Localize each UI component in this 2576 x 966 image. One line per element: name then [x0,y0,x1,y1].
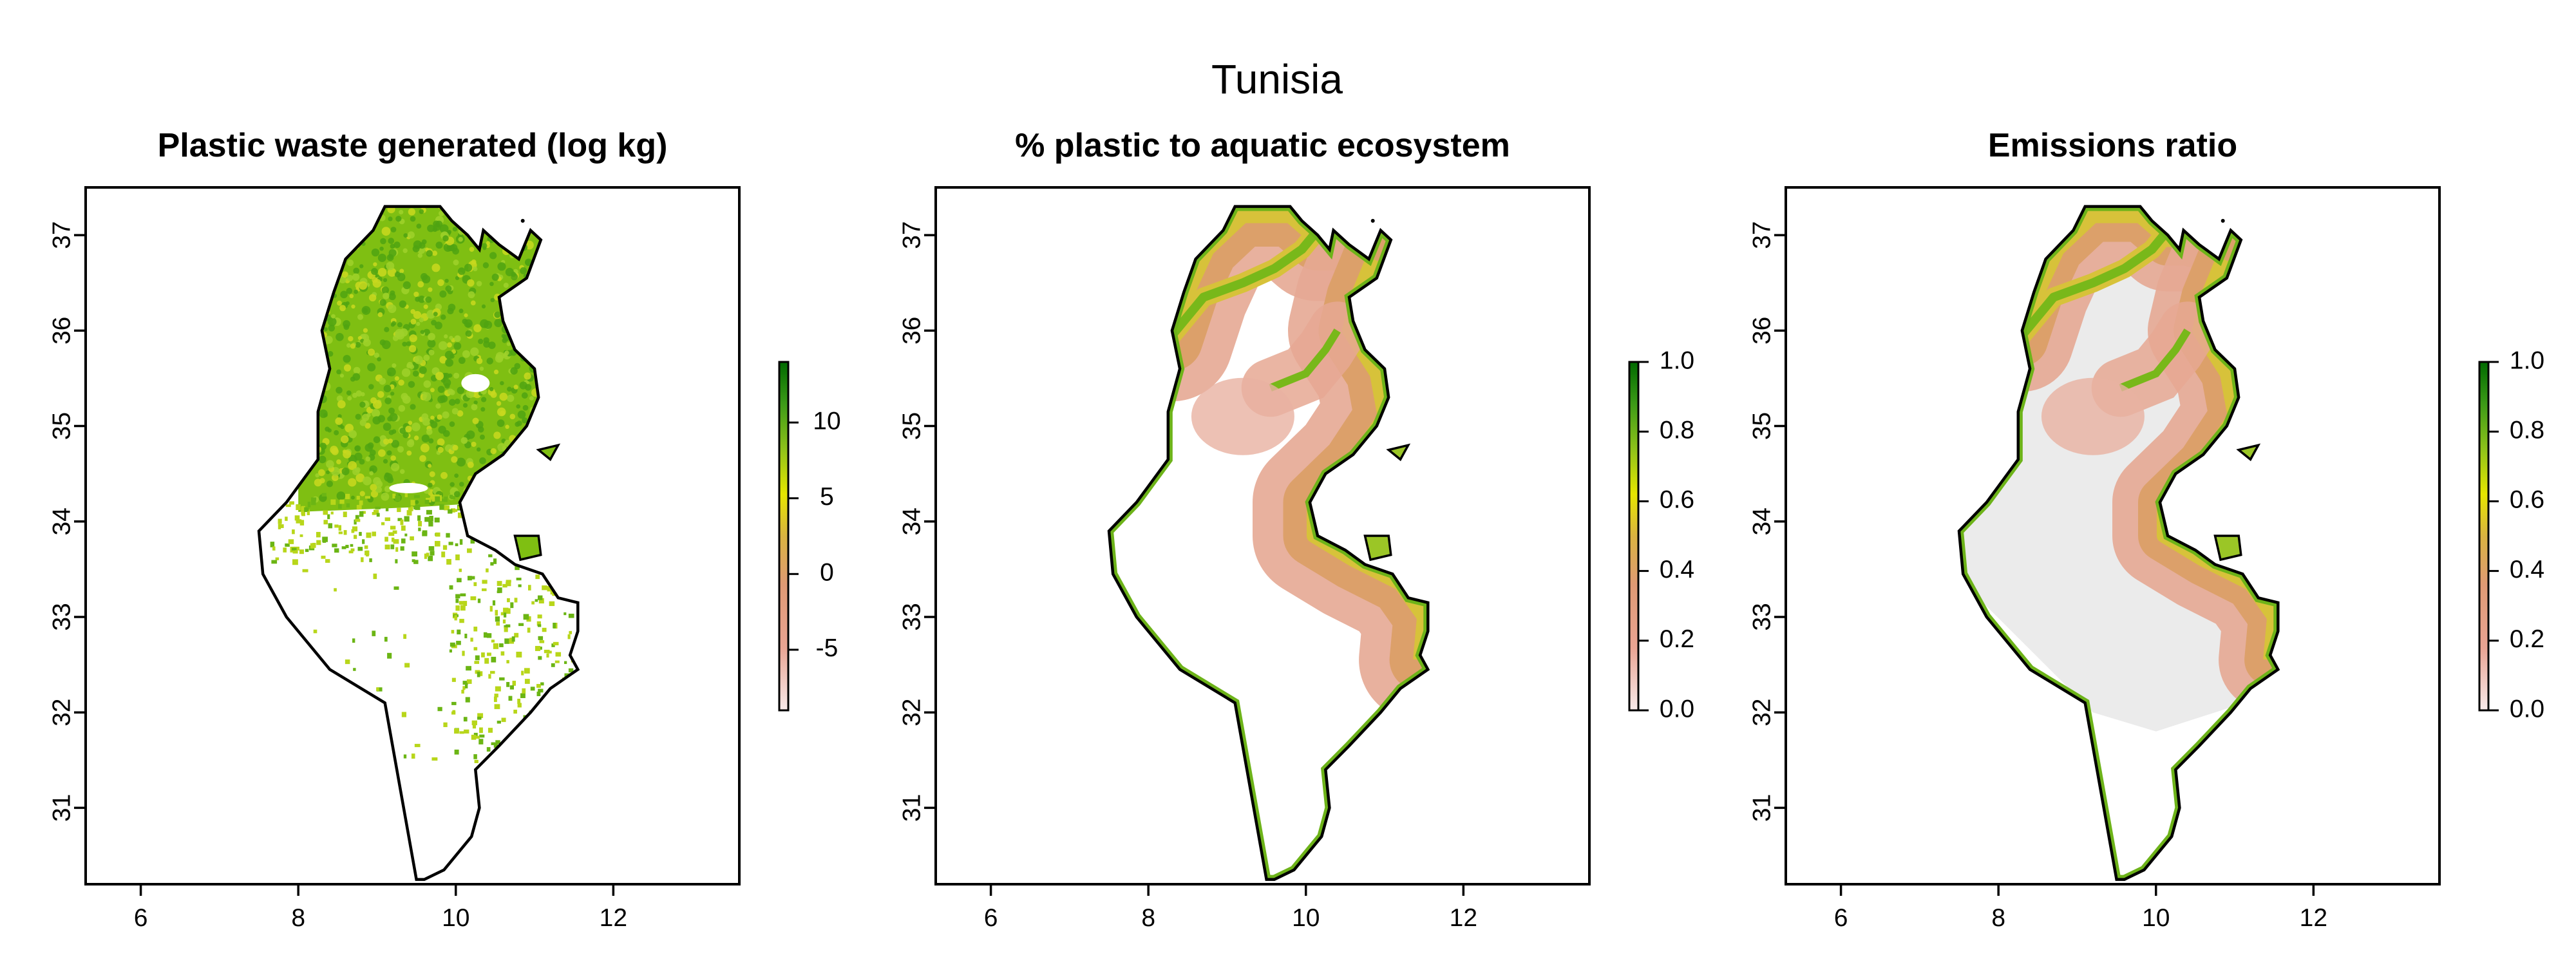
legend-tick-label: 0.4 [1660,556,1694,583]
y-tick-label: 35 [898,412,925,440]
panel-title-plastic: Plastic waste generated (log kg) [158,127,668,164]
x-tick-label: 6 [134,904,148,932]
legend-aquatic: 1.0 0.8 0.6 0.4 0.2 0.0 [1628,346,1694,723]
y-tick-label: 35 [48,412,75,440]
y-tick-label: 31 [1748,794,1776,822]
islet [520,218,525,223]
island-djerba [1363,535,1392,562]
y-tick-label: 31 [48,794,75,822]
legend-tick-label: 0.4 [2510,556,2544,583]
x-tick-label: 10 [2142,904,2170,932]
x-tick-label: 8 [1991,904,2005,932]
x-tick-label: 12 [1450,904,1477,932]
legend-colorbar [778,361,790,712]
y-tick-label: 32 [48,699,75,726]
legend-tick-label: 0.0 [2510,695,2544,723]
y-tick-label: 34 [1748,507,1776,535]
legend-tick-label: 5 [820,483,834,511]
y-tick-label: 33 [1748,603,1776,630]
plot-frame [1785,186,2441,886]
legend-tick-label: 1.0 [2510,346,2544,374]
y-tick-label: 37 [898,221,925,249]
y-tick-label: 34 [898,507,925,535]
legend-tick-label: 0.6 [1660,486,1694,514]
legend-tick-label: 0 [820,559,834,587]
panel-title-aquatic: % plastic to aquatic ecosystem [1015,127,1510,164]
x-tick-label: 8 [1141,904,1155,932]
y-tick-label: 36 [1748,317,1776,345]
y-tick-label: 33 [48,603,75,630]
legend-tick-label: 0.2 [1660,625,1694,653]
figure-title: Tunisia [1211,56,1343,102]
islet [2221,218,2225,223]
legend-tick-label: 1.0 [1660,346,1694,374]
legend-tick-label: 0.6 [2510,486,2544,514]
country-outline [257,205,580,881]
map-area-aquatic: 6 8 10 12 31 32 33 34 35 36 37 [898,186,1591,932]
islet [1370,218,1375,223]
panel-plastic: Plastic waste generated (log kg) 6 8 10 12 31… [48,127,840,932]
y-tick-label: 31 [898,794,925,822]
x-tick-label: 6 [984,904,998,932]
island-djerba [2213,535,2242,562]
legend-plastic: 10 5 0 -5 [778,361,841,712]
legend-colorbar [1628,361,1640,712]
y-tick-label: 32 [1748,699,1776,726]
plot-frame [934,186,1591,886]
legend-emissions: 1.0 0.8 0.6 0.4 0.2 0.0 [2478,346,2544,723]
legend-tick-label: 0.8 [2510,416,2544,444]
island-djerba [513,535,542,562]
country-outline [1957,205,2280,881]
legend-tick-label: 10 [813,407,840,435]
map-area-plastic: 6 8 10 12 31 32 33 34 35 36 37 [48,186,741,932]
panel-aquatic: % plastic to aquatic ecosystem 6 8 10 12 31 32… [898,127,1694,932]
x-tick-label: 12 [600,904,627,932]
y-tick-label: 37 [1748,221,1776,249]
x-tick-label: 10 [442,904,469,932]
panel-title-emissions: Emissions ratio [1988,127,2237,164]
y-tick-label: 36 [48,317,75,345]
panel-emissions: Emissions ratio 6 8 10 12 31 32 33 34 35 36 37 1.0 0.… [1748,127,2544,932]
y-tick-label: 35 [1748,412,1776,440]
x-tick-label: 6 [1834,904,1848,932]
legend-tick-label: 0.0 [1660,695,1694,723]
y-tick-label: 36 [898,317,925,345]
x-tick-label: 10 [1292,904,1320,932]
legend-tick-label: -5 [816,634,838,662]
island-kerkennah [536,443,561,462]
y-tick-label: 34 [48,507,75,535]
island-kerkennah [1386,443,1411,462]
raster-plastic [270,206,575,763]
x-tick-label: 12 [2300,904,2327,932]
legend-tick-label: 0.8 [1660,416,1694,444]
y-tick-label: 37 [48,221,75,249]
y-tick-label: 33 [898,603,925,630]
island-kerkennah [2236,443,2261,462]
legend-tick-label: 0.2 [2510,625,2544,653]
x-tick-label: 8 [291,904,305,932]
country-outline [1107,205,1430,881]
legend-colorbar [2478,361,2490,712]
map-area-emissions: 6 8 10 12 31 32 33 34 35 36 37 [1748,186,2441,932]
y-tick-label: 32 [898,699,925,726]
plot-frame [84,186,741,886]
